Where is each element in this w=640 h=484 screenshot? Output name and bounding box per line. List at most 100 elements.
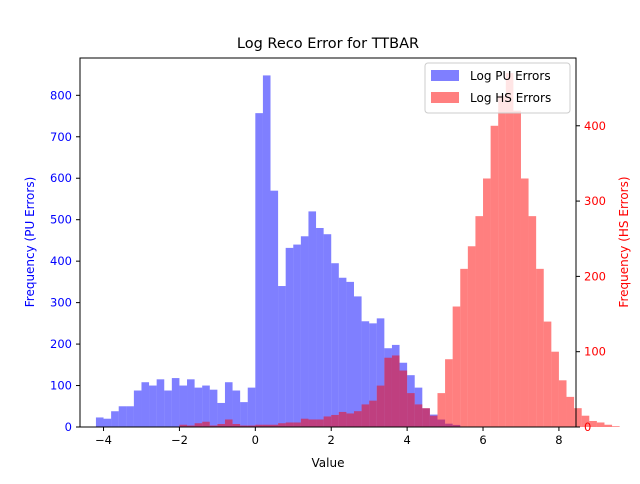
hs-histogram-bar [574, 408, 582, 427]
pu-histogram-bar [376, 318, 385, 427]
legend-label-pu: Log PU Errors [470, 69, 551, 83]
hs-histogram-bar [407, 393, 415, 427]
pu-histogram-bar [255, 113, 263, 427]
y-right-tick-label: 400 [584, 119, 606, 133]
pu-histogram-bar [164, 390, 172, 427]
x-tick-label: −4 [95, 433, 112, 447]
hs-histogram-bar [429, 415, 438, 427]
hs-histogram-bar [475, 216, 484, 427]
pu-histogram-bar [187, 379, 195, 427]
hs-histogram-bar [483, 178, 491, 427]
x-tick-label: 6 [479, 433, 486, 447]
x-axis: −4 −2 0 2 4 6 8 [95, 427, 563, 447]
hs-histogram-bar [376, 385, 385, 427]
pu-histogram-bar [217, 402, 225, 427]
pu-histogram-bar [353, 296, 362, 427]
hs-histogram-bar [612, 426, 620, 427]
pu-histogram-bar [338, 277, 347, 427]
x-tick-label: 2 [328, 433, 335, 447]
pu-histogram-bar [202, 385, 210, 427]
hs-histogram-bar [179, 424, 188, 427]
hs-histogram-bar [285, 422, 294, 427]
x-axis-label: Value [312, 456, 345, 470]
hs-histogram-bar [551, 351, 559, 427]
hs-histogram-bar [558, 380, 567, 427]
y-right-tick-label: 0 [584, 420, 591, 434]
hs-histogram-bar [217, 423, 225, 427]
hs-histogram-bar [467, 246, 476, 427]
pu-histogram-bar [141, 382, 150, 427]
pu-histogram-bar [224, 382, 233, 427]
hs-histogram-bar [338, 411, 347, 427]
pu-histogram-bar [369, 323, 377, 427]
chart-title: Log Reco Error for TTBAR [237, 36, 419, 52]
hs-histogram-bar [202, 421, 210, 427]
pu-histogram-bar [103, 418, 112, 427]
y-left-tick-label: 200 [50, 337, 72, 351]
hs-histogram-bar [399, 370, 408, 427]
y-left-tick-label: 100 [50, 379, 72, 393]
y-axis-left: 0 100 200 300 400 500 600 700 800 [50, 88, 80, 434]
hs-histogram-bar [445, 359, 453, 427]
hs-histogram-bar [498, 95, 506, 427]
hs-histogram-bar [209, 425, 218, 427]
pu-histogram-bar [346, 281, 354, 427]
x-tick-label: 0 [252, 433, 259, 447]
y-right-tick-label: 300 [584, 194, 606, 208]
legend-label-hs: Log HS Errors [470, 91, 551, 105]
hs-histogram-bar [437, 393, 446, 427]
hs-histogram-bar [270, 424, 279, 427]
hs-histogram-bar [581, 415, 590, 427]
hs-histogram-bar [369, 400, 377, 427]
pu-histogram-bar [308, 211, 317, 427]
pu-histogram-bar [95, 417, 104, 427]
hs-histogram-bar [361, 404, 370, 427]
hs-histogram-bar [528, 216, 537, 427]
x-tick-label: −2 [171, 433, 188, 447]
hs-histogram-bar [247, 425, 256, 427]
pu-histogram-bar [323, 234, 332, 427]
pu-histogram-bar [111, 411, 119, 427]
y-left-tick-label: 400 [50, 254, 72, 268]
pu-histogram-bar [118, 406, 127, 427]
pu-histogram-bar [240, 402, 248, 427]
y-axis-label-left: Frequency (PU Errors) [23, 177, 37, 308]
hs-histogram-bar [187, 425, 195, 427]
legend-swatch-hs [431, 92, 459, 103]
y-left-tick-label: 300 [50, 296, 72, 310]
pu-histogram-bar [232, 390, 241, 427]
pu-histogram-bar [156, 379, 165, 427]
hs-histogram-bar [308, 419, 317, 427]
y-axis-label-right: Frequency (HS Errors) [617, 176, 631, 307]
legend: Log PU Errors Log HS Errors [424, 62, 571, 114]
hs-histogram-bar [194, 423, 203, 427]
pu-histogram-bar [194, 387, 203, 427]
pu-histogram-bar [331, 263, 339, 427]
legend-box [424, 62, 571, 114]
hs-histogram-bar [384, 357, 392, 427]
hs-histogram-bar [513, 110, 521, 427]
y-left-tick-label: 700 [50, 130, 72, 144]
pu-histogram-bar [179, 385, 188, 427]
hs-histogram-bar [300, 418, 309, 427]
hs-histogram-bar [490, 125, 499, 427]
pu-histogram-bar [300, 236, 309, 427]
pu-histogram-bar [126, 406, 134, 427]
hs-histogram-bar [452, 306, 461, 427]
hs-histogram-bar [353, 411, 362, 427]
hs-histogram-bar [262, 424, 271, 427]
legend-swatch-pu [431, 70, 459, 81]
hs-histogram-bar [596, 422, 605, 427]
pu-histogram-bar [247, 387, 256, 427]
hs-histogram-bar [604, 424, 613, 427]
hs-histogram-bar [232, 423, 241, 427]
pu-histogram-bar [361, 321, 370, 427]
hs-histogram-bar [224, 419, 233, 427]
hs-histogram-bar [460, 268, 468, 427]
hs-histogram-bar [293, 422, 301, 427]
pu-histogram-bar [171, 378, 180, 427]
hs-histogram-bar [316, 419, 324, 427]
pu-histogram-bar [149, 385, 157, 427]
y-right-tick-label: 200 [584, 269, 606, 283]
